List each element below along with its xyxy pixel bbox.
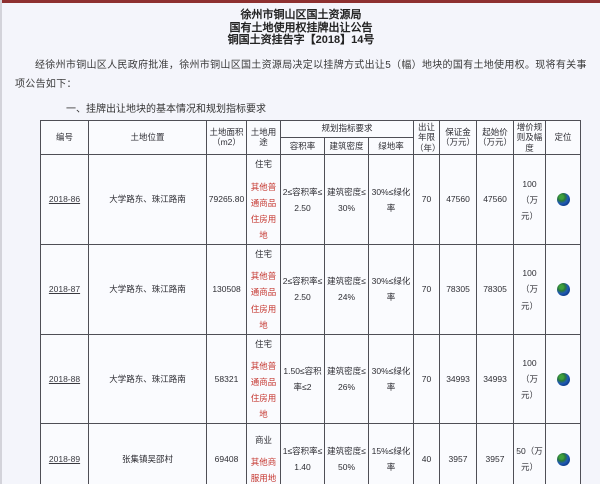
col-header-far: 容积率 (280, 136, 325, 156)
cell-location: 大学路东、珠江路南 (88, 154, 207, 246)
col-header-area: 土地面积（m2） (206, 119, 247, 156)
cell-start-price: 78305 (476, 244, 515, 335)
cell-use: 商业 其他商服用地 (246, 423, 281, 484)
cell-id: 2018-88 (40, 333, 89, 425)
col-header-start-price: 起始价（万元） (476, 119, 515, 156)
use-main: 住宅 (254, 159, 272, 170)
globe-icon[interactable] (556, 193, 570, 207)
globe-icon[interactable] (556, 452, 570, 466)
parcel-id-link[interactable]: 2018-86 (48, 194, 81, 205)
cell-use: 住宅 其他普通商品住房用地 (246, 154, 281, 246)
cell-location: 大学路东、珠江路南 (88, 244, 207, 335)
cell-start-price: 34993 (476, 333, 515, 425)
intro-paragraph: 经徐州市铜山区人民政府批准，徐州市铜山区国土资源局决定以挂牌方式出让5（幅）地块… (15, 59, 587, 90)
cell-locate (545, 244, 582, 335)
cell-id: 2018-86 (40, 154, 89, 246)
use-main: 住宅 (254, 338, 272, 349)
table-row: 2018-89 张集镇吴邵村 69408 商业 其他商服用地 1≤容积率≤1.4… (40, 423, 582, 484)
header-row-sub: 容积率 建筑密度 绿地率 (41, 136, 581, 156)
col-header-planning: 规划指标要求 (279, 119, 415, 138)
cell-deposit: 47560 (439, 154, 478, 246)
cell-density: 建筑密度≤30% (324, 154, 369, 246)
cell-locate (545, 333, 582, 425)
cell-density: 建筑密度≤24% (324, 244, 369, 335)
cell-density: 建筑密度≤50% (324, 423, 369, 484)
cell-area: 69408 (206, 423, 247, 484)
use-sub: 其他普通商品住房用地 (250, 181, 277, 240)
cell-start-price: 47560 (476, 154, 515, 246)
use-sub: 其他商服用地 (250, 456, 277, 484)
parcel-id-link[interactable]: 2018-87 (48, 284, 81, 295)
cell-far: 1≤容积率≤1.40 (280, 423, 325, 484)
cell-increment: 50（万元） (513, 423, 547, 484)
cell-area: 79265.80 (206, 154, 247, 246)
globe-icon[interactable] (556, 283, 570, 297)
cell-id: 2018-89 (40, 423, 89, 484)
cell-deposit: 34993 (439, 333, 478, 425)
cell-deposit: 3957 (439, 423, 478, 484)
cell-id: 2018-87 (40, 244, 89, 335)
cell-far: 2≤容积率≤2.50 (280, 244, 325, 335)
title-line-agency: 徐州市铜山区国土资源局 (240, 9, 362, 21)
title-line-doc-number: 铜国土资挂告字【2018】14号 (227, 34, 375, 46)
table-row: 2018-87 大学路东、珠江路南 130508 住宅 其他普通商品住房用地 2… (40, 244, 582, 335)
use-main: 住宅 (254, 249, 272, 260)
col-header-density: 建筑密度 (324, 136, 369, 156)
col-header-years: 出让年限（年） (413, 119, 441, 156)
col-header-locate: 定位 (545, 119, 582, 156)
top-accent-bar (2, 0, 600, 3)
use-main: 商业 (254, 434, 272, 445)
cell-far: 1.50≤容积率≤2 (280, 333, 325, 425)
title-line-announcement: 国有土地使用权挂牌出让公告 (229, 21, 373, 34)
cell-density: 建筑密度≤26% (324, 333, 369, 425)
cell-increment: 100（万元） (513, 333, 547, 425)
section-heading: 一、挂牌出让地块的基本情况和规划指标要求 (66, 103, 266, 115)
cell-green: 15%≤绿化率 (367, 423, 415, 484)
land-parcel-table: 编号 土地位置 土地面积（m2） 土地用途 规划指标要求 出让年限（年） 保证金… (40, 119, 582, 484)
col-header-increment: 增价规则及幅度 (513, 119, 547, 156)
cell-start-price: 3957 (476, 423, 515, 484)
parcel-id-link[interactable]: 2018-88 (48, 373, 81, 384)
use-sub: 其他普通商品住房用地 (250, 360, 277, 420)
globe-icon[interactable] (556, 372, 570, 386)
cell-area: 130508 (206, 244, 247, 335)
cell-location: 张集镇吴邵村 (88, 423, 207, 484)
table-row: 2018-88 大学路东、珠江路南 58321 住宅 其他普通商品住房用地 1.… (40, 333, 582, 425)
cell-locate (545, 154, 582, 246)
cell-green: 30%≤绿化率 (367, 244, 415, 335)
cell-green: 30%≤绿化率 (367, 333, 415, 425)
cell-location: 大学路东、珠江路南 (88, 333, 207, 425)
use-sub: 其他普通商品住房用地 (250, 271, 277, 330)
cell-use: 住宅 其他普通商品住房用地 (246, 333, 281, 425)
col-header-location: 土地位置 (88, 119, 207, 156)
document-title-block: 徐州市铜山区国土资源局 国有土地使用权挂牌出让公告 铜国土资挂告字【2018】1… (2, 9, 600, 47)
cell-deposit: 78305 (439, 244, 478, 335)
table-row: 2018-86 大学路东、珠江路南 79265.80 住宅 其他普通商品住房用地… (40, 154, 582, 246)
cell-increment: 100（万元） (513, 244, 547, 335)
parcel-id-link[interactable]: 2018-89 (48, 453, 81, 464)
cell-green: 30%≤绿化率 (367, 154, 415, 246)
col-header-green: 绿地率 (367, 136, 415, 156)
cell-years: 70 (413, 333, 441, 425)
col-header-use: 土地用途 (246, 119, 281, 156)
cell-years: 70 (413, 244, 441, 335)
cell-years: 70 (413, 154, 441, 246)
col-header-id: 编号 (40, 119, 89, 156)
cell-area: 58321 (206, 333, 247, 425)
cell-use: 住宅 其他普通商品住房用地 (246, 244, 281, 335)
cell-locate (545, 423, 582, 484)
cell-years: 40 (413, 423, 441, 484)
cell-far: 2≤容积率≤2.50 (280, 154, 325, 246)
cell-increment: 100（万元） (513, 154, 547, 246)
header-row-top: 编号 土地位置 土地面积（m2） 土地用途 规划指标要求 出让年限（年） 保证金… (40, 119, 582, 156)
col-header-deposit: 保证金（万元） (439, 119, 478, 156)
